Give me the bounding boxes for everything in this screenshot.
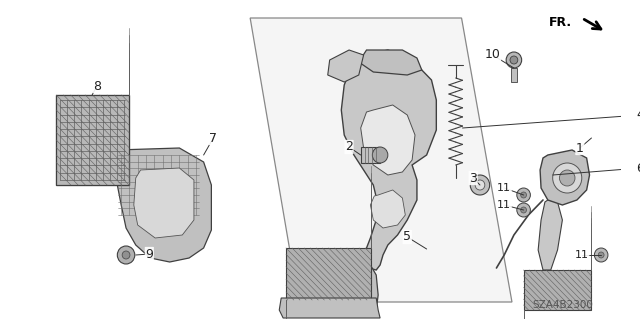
Text: 7: 7: [209, 131, 218, 145]
Polygon shape: [56, 95, 129, 185]
Circle shape: [506, 52, 522, 68]
Text: 4: 4: [636, 108, 640, 122]
Circle shape: [598, 252, 604, 258]
Polygon shape: [279, 298, 380, 318]
Text: 11: 11: [575, 250, 589, 260]
Polygon shape: [359, 50, 422, 75]
Text: 3: 3: [469, 172, 477, 184]
Text: 10: 10: [484, 48, 500, 62]
Polygon shape: [328, 50, 364, 82]
Polygon shape: [538, 200, 563, 270]
Text: 2: 2: [345, 140, 353, 153]
Text: 11: 11: [497, 200, 511, 210]
Text: SZA4B2300: SZA4B2300: [532, 300, 593, 310]
Circle shape: [122, 251, 130, 259]
Polygon shape: [250, 18, 512, 302]
Circle shape: [521, 192, 527, 198]
Text: 8: 8: [93, 79, 101, 93]
Bar: [56, 95, 129, 185]
Circle shape: [517, 188, 531, 202]
Polygon shape: [361, 147, 380, 163]
Bar: [286, 248, 371, 300]
Polygon shape: [115, 148, 211, 262]
Text: 1: 1: [576, 142, 584, 154]
Circle shape: [510, 56, 518, 64]
Polygon shape: [371, 190, 405, 228]
Circle shape: [553, 163, 582, 193]
Circle shape: [372, 147, 388, 163]
Text: FR.: FR.: [549, 16, 572, 28]
Circle shape: [559, 170, 575, 186]
Circle shape: [595, 248, 608, 262]
Polygon shape: [511, 68, 517, 82]
Polygon shape: [361, 105, 415, 175]
Text: 6: 6: [636, 161, 640, 174]
Text: 9: 9: [145, 248, 153, 261]
Circle shape: [521, 207, 527, 213]
Polygon shape: [347, 260, 378, 315]
Polygon shape: [341, 50, 436, 270]
Text: 11: 11: [497, 183, 511, 193]
Circle shape: [470, 175, 490, 195]
Polygon shape: [540, 150, 589, 205]
Circle shape: [475, 180, 485, 190]
Bar: [524, 270, 591, 310]
Circle shape: [117, 246, 135, 264]
Circle shape: [517, 203, 531, 217]
Text: 5: 5: [403, 231, 412, 243]
Polygon shape: [134, 168, 194, 238]
